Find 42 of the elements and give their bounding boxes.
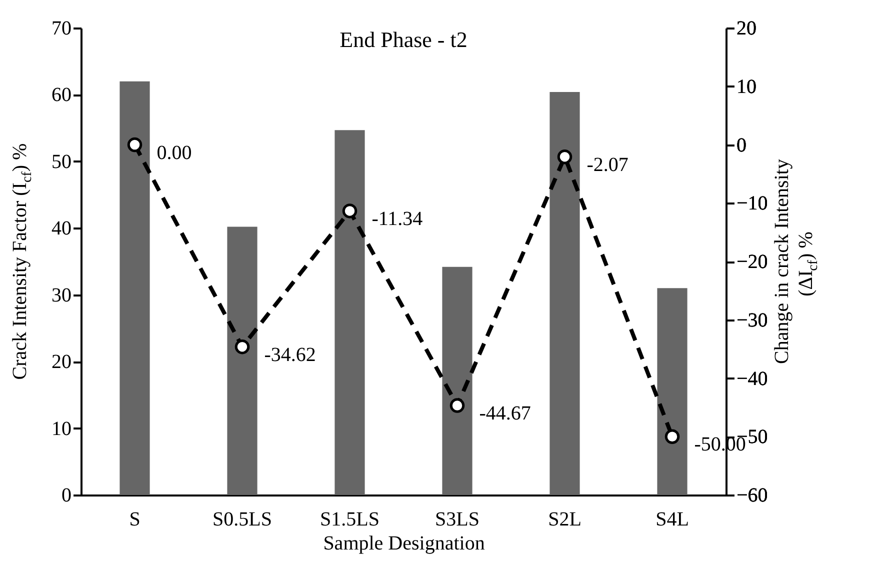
- y-tick-label: 60: [52, 84, 72, 106]
- y-tick-label: 70: [52, 18, 72, 40]
- point: [664, 429, 680, 444]
- y2-tick-label: −30: [736, 309, 768, 332]
- y2-tick-label: 10: [736, 76, 756, 98]
- x-tick-label: S: [129, 508, 140, 530]
- y-tick-label: 40: [52, 218, 72, 240]
- data-label: -2.07: [586, 154, 628, 176]
- y2-tick-label: −10: [736, 192, 768, 215]
- y-tick-label: 30: [52, 284, 72, 306]
- y2-tick-label: −60: [736, 484, 768, 506]
- data-label: 0.00: [156, 142, 192, 164]
- x-axis-title: Sample Designation: [323, 532, 485, 554]
- y-axis-title: Crack Intensity Factor (Icf) %: [9, 143, 35, 380]
- point: [342, 204, 358, 218]
- x-tick-label: S3LS: [435, 508, 480, 530]
- data-label: -11.34: [372, 208, 423, 230]
- point: [127, 137, 142, 152]
- y-tick-label: 20: [52, 351, 72, 374]
- x-tick-label: S4L: [656, 508, 689, 530]
- y2-tick-label: −40: [736, 368, 768, 390]
- chart-title: End Phase - t2: [340, 27, 468, 52]
- y2-tick-label: 20: [736, 18, 756, 40]
- x-tick-label: S0.5LS: [212, 508, 272, 530]
- x-tick-label: S1.5LS: [320, 508, 380, 530]
- point: [450, 398, 465, 413]
- point: [234, 339, 250, 354]
- x-tick-label: S2L: [548, 508, 582, 530]
- bar: [120, 81, 150, 495]
- y-tick-label: 50: [52, 150, 72, 173]
- bar: [657, 288, 688, 495]
- y-tick-label: 10: [52, 418, 72, 440]
- bar: [442, 266, 472, 495]
- bar: [334, 130, 365, 495]
- y-tick-label: 0: [62, 484, 72, 506]
- data-label: -44.67: [479, 402, 531, 425]
- y2-tick-label: −20: [736, 251, 768, 273]
- bar: [550, 92, 580, 495]
- point: [557, 149, 572, 164]
- data-label: -34.62: [264, 344, 316, 366]
- bar: [227, 226, 258, 495]
- y2-tick-label: 0: [736, 134, 746, 156]
